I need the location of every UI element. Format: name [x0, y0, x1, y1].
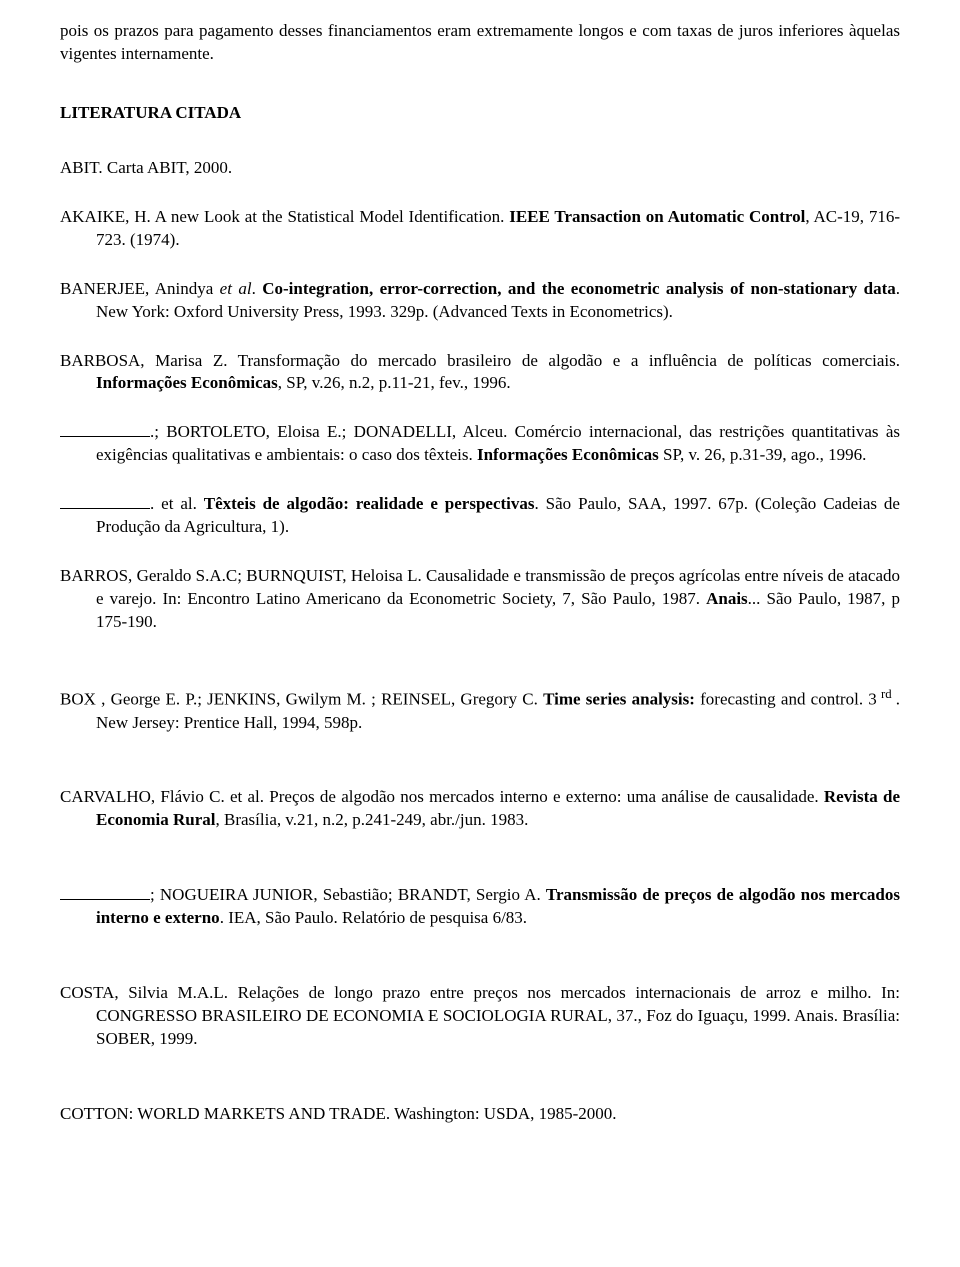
- reference-item: BOX , George E. P.; JENKINS, Gwilym M. ;…: [60, 686, 900, 735]
- ref-text: AKAIKE, H. A new Look at the Statistical…: [60, 207, 509, 226]
- ref-text: . et al.: [150, 494, 204, 513]
- reference-item: BARROS, Geraldo S.A.C; BURNQUIST, Helois…: [60, 565, 900, 634]
- ref-text: forecasting and control. 3: [695, 690, 877, 709]
- reference-item: CARVALHO, Flávio C. et al. Preços de alg…: [60, 786, 900, 832]
- ref-text: SP, v. 26, p.31-39, ago., 1996.: [659, 445, 867, 464]
- reference-item: .; BORTOLETO, Eloisa E.; DONADELLI, Alce…: [60, 421, 900, 467]
- ref-text: BARBOSA, Marisa Z. Transformação do merc…: [60, 351, 900, 370]
- section-heading: LITERATURA CITADA: [60, 102, 900, 125]
- ref-title: Informações Econômicas: [96, 373, 278, 392]
- author-dash: [60, 436, 150, 437]
- reference-item: BARBOSA, Marisa Z. Transformação do merc…: [60, 350, 900, 396]
- ref-text: , Brasília, v.21, n.2, p.241-249, abr./j…: [215, 810, 528, 829]
- ref-text: .: [252, 279, 263, 298]
- reference-item: . et al. Têxteis de algodão: realidade e…: [60, 493, 900, 539]
- ref-text: COTTON: WORLD MARKETS AND TRADE. Washing…: [60, 1104, 617, 1123]
- ref-title: Têxteis de algodão: realidade e perspect…: [204, 494, 535, 513]
- ref-text: BOX , George E. P.; JENKINS, Gwilym M. ;…: [60, 690, 543, 709]
- reference-item: AKAIKE, H. A new Look at the Statistical…: [60, 206, 900, 252]
- ref-text: ABIT. Carta ABIT, 2000.: [60, 158, 232, 177]
- ref-text: , SP, v.26, n.2, p.11-21, fev., 1996.: [278, 373, 511, 392]
- ref-title: Anais: [706, 589, 748, 608]
- reference-item: ; NOGUEIRA JUNIOR, Sebastião; BRANDT, Se…: [60, 884, 900, 930]
- ref-text: ; NOGUEIRA JUNIOR, Sebastião; BRANDT, Se…: [150, 885, 546, 904]
- ref-text: COSTA, Silvia M.A.L. Relações de longo p…: [60, 983, 900, 1048]
- ref-text: BANERJEE, Anindya: [60, 279, 220, 298]
- ref-title: Time series analysis:: [543, 690, 695, 709]
- ref-title: IEEE Transaction on Automatic Control: [509, 207, 805, 226]
- ref-text: . IEA, São Paulo. Relatório de pesquisa …: [220, 908, 527, 927]
- reference-item: BANERJEE, Anindya et al. Co-integration,…: [60, 278, 900, 324]
- ref-title: Informações Econômicas: [477, 445, 659, 464]
- intro-paragraph: pois os prazos para pagamento desses fin…: [60, 20, 900, 66]
- reference-item: ABIT. Carta ABIT, 2000.: [60, 157, 900, 180]
- ref-superscript: rd: [877, 687, 896, 701]
- author-dash: [60, 508, 150, 509]
- reference-item: COTTON: WORLD MARKETS AND TRADE. Washing…: [60, 1103, 900, 1126]
- author-dash: [60, 899, 150, 900]
- ref-title: Co-integration, error-correction, and th…: [262, 279, 896, 298]
- ref-text: CARVALHO, Flávio C. et al. Preços de alg…: [60, 787, 824, 806]
- ref-italic: et al: [220, 279, 252, 298]
- reference-item: COSTA, Silvia M.A.L. Relações de longo p…: [60, 982, 900, 1051]
